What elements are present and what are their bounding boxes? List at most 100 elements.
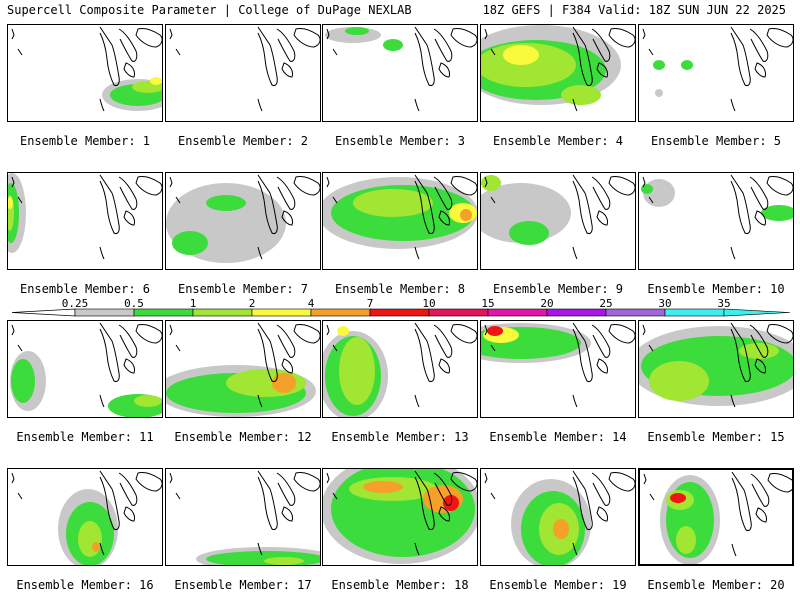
ensemble-member-map [7,24,163,122]
colorbar-segment [369,308,430,317]
state-border-outline [99,542,105,556]
colorbar-tick-label: 15 [481,297,495,310]
ensemble-member-map [7,172,163,270]
ensemble-member-label: Ensemble Member: 19 [489,578,627,592]
ensemble-member-label: Ensemble Member: 10 [647,282,785,296]
ensemble-member-map [480,172,636,270]
coastline-outline [484,472,496,500]
ensemble-member-label: Ensemble Member: 9 [492,282,624,296]
state-border-outline [730,98,736,112]
scp-field-map [166,174,320,263]
ensemble-member-map [638,320,794,418]
state-border-outline [257,98,263,112]
scp-field-map [169,26,320,112]
coastline-outline [326,176,338,204]
coastline-outline [484,28,496,56]
ensemble-member-map [322,320,478,418]
state-border-outline [414,98,420,112]
colorbar-segment [605,308,666,317]
coastline-outline [484,324,496,352]
great-lakes-outline [257,470,320,530]
colorbar-tick-label: 2 [248,297,256,310]
scp-field-map [10,322,162,417]
coastline-outline [642,28,654,56]
coastline-outline [326,324,338,352]
scp-contour-area [172,231,208,255]
scp-contour-area [11,359,35,403]
great-lakes-outline [731,471,792,531]
state-border-outline [414,246,420,260]
colorbar-tick-label: 0.5 [124,297,144,310]
great-lakes-outline [414,174,477,234]
scp-contour-area [503,45,539,65]
great-lakes-outline [572,322,635,382]
colorbar-high-arrow [723,308,791,317]
great-lakes-outline [730,26,793,86]
great-lakes-outline [572,26,635,86]
scp-contour-area [78,521,102,557]
ensemble-member-map [322,172,478,270]
state-border-outline [99,98,105,112]
coastline-outline [169,324,181,352]
ensemble-member-map [638,172,794,270]
great-lakes-outline [414,322,477,382]
scp-contour-area [676,526,696,554]
state-border-outline [414,394,420,408]
ensemble-member-map [480,468,636,566]
state-border-outline [414,542,420,556]
scp-field-map [481,322,635,408]
great-lakes-outline [257,174,320,234]
ensemble-member-label: Ensemble Member: 15 [647,430,785,444]
ensemble-member-label: Ensemble Member: 1 [19,134,151,148]
coastline-outline [169,28,181,56]
great-lakes-outline [572,470,635,530]
scp-contour-area [655,89,663,97]
great-lakes-outline [414,470,477,530]
scp-field-map [642,26,793,112]
state-border-outline [257,394,263,408]
scp-contour-area [383,39,403,51]
scp-contour-area [8,197,13,209]
scp-field-map [8,173,162,260]
ensemble-member-map [480,24,636,122]
colorbar-tick-label: 35 [717,297,731,310]
scp-contour-area [481,183,571,243]
ensemble-member-map [165,24,321,122]
colorbar-tick-label: 25 [599,297,613,310]
scp-contour-area [641,184,653,194]
colorbar-tick-label: 7 [366,297,374,310]
coastline-outline [326,28,338,56]
state-border-outline [257,246,263,260]
state-border-outline [572,98,578,112]
ensemble-member-map [7,468,163,566]
scp-field-map [641,174,793,260]
ensemble-member-map [322,24,478,122]
scp-contour-area [649,361,709,401]
scp-field-map [484,470,635,565]
ensemble-member-map [165,320,321,418]
ensemble-member-map [480,320,636,418]
scp-contour-area [337,326,349,336]
state-border-outline [730,394,736,408]
state-border-outline [731,543,737,557]
state-border-outline [572,542,578,556]
colorbar-tick-label: 20 [540,297,554,310]
ensemble-member-label: Ensemble Member: 5 [650,134,782,148]
ensemble-member-map [638,24,794,122]
scp-contour-area [653,60,665,70]
scp-field-map [11,26,162,112]
scp-contour-area [339,337,375,405]
coastline-outline [11,176,23,204]
colorbar-tick-label: 4 [307,297,315,310]
scp-field-map [481,25,635,112]
coastline-outline [11,472,23,500]
ensemble-member-label: Ensemble Member: 3 [334,134,466,148]
scp-field-map [323,174,477,260]
coastline-outline [643,473,655,501]
ensemble-member-map [165,172,321,270]
scp-contour-area [363,481,403,493]
scp-contour-area [272,373,296,393]
scp-contour-area [353,189,433,217]
great-lakes-outline [730,174,793,234]
ensemble-member-label: Ensemble Member: 11 [16,430,154,444]
